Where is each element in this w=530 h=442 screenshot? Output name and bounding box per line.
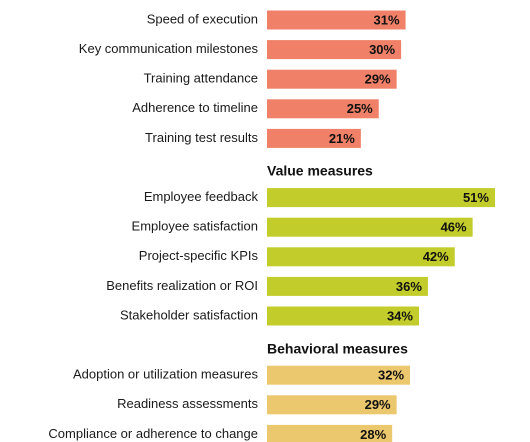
category-label: Project-specific KPIs — [139, 248, 259, 263]
bar — [267, 217, 473, 237]
bar — [267, 128, 361, 148]
value-label: 46% — [441, 220, 467, 235]
value-label: 21% — [329, 131, 355, 146]
bar — [267, 424, 393, 442]
value-label: 51% — [463, 190, 489, 205]
category-label: Key communication milestones — [79, 41, 259, 56]
value-label: 34% — [387, 308, 413, 323]
section-heading: Behavioral measures — [267, 340, 408, 356]
category-label: Compliance or adherence to change — [48, 426, 258, 441]
bar — [267, 306, 419, 326]
bar — [267, 69, 397, 89]
category-label: Adherence to timeline — [132, 100, 258, 115]
bar — [267, 188, 495, 208]
value-label: 29% — [365, 72, 391, 87]
category-label: Benefits realization or ROI — [106, 278, 258, 293]
bar — [267, 365, 411, 385]
bar — [267, 247, 455, 267]
category-label: Speed of execution — [147, 11, 258, 26]
category-label: Readiness assessments — [117, 396, 258, 411]
bar — [267, 99, 379, 119]
value-label: 32% — [378, 368, 404, 383]
category-label: Employee satisfaction — [132, 219, 258, 234]
category-label: Training test results — [145, 130, 258, 145]
value-label: 31% — [374, 12, 400, 27]
value-label: 28% — [360, 427, 386, 442]
bar — [267, 276, 428, 296]
value-label: 30% — [369, 42, 395, 57]
bar — [267, 10, 406, 30]
value-label: 29% — [365, 397, 391, 412]
value-label: 36% — [396, 279, 422, 294]
category-label: Training attendance — [144, 71, 258, 86]
bar — [267, 395, 397, 415]
section-heading: Value measures — [267, 163, 373, 179]
bar — [267, 40, 402, 60]
value-label: 25% — [347, 101, 373, 116]
category-label: Employee feedback — [144, 189, 259, 204]
category-label: Stakeholder satisfaction — [120, 307, 258, 322]
value-label: 42% — [423, 249, 449, 264]
category-label: Adoption or utilization measures — [73, 367, 258, 382]
